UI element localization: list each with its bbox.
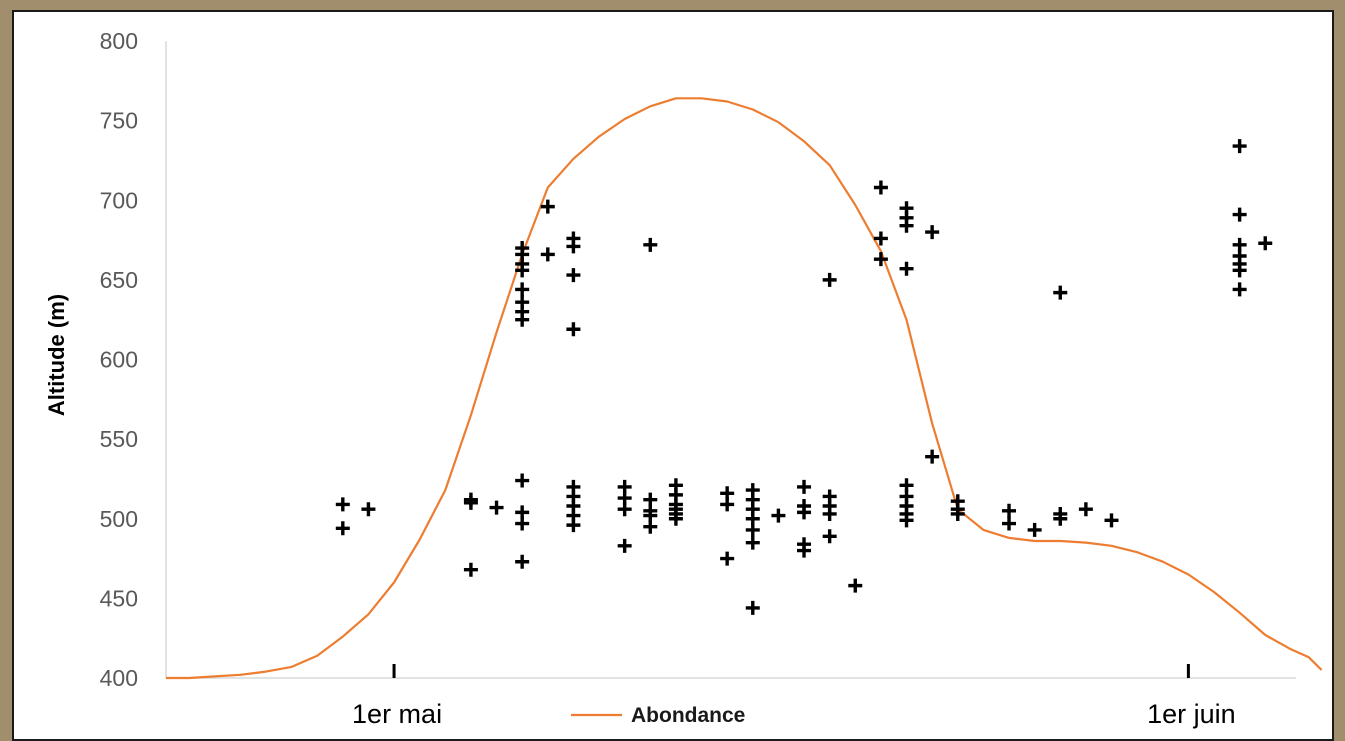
data-point-marker: [463, 562, 478, 577]
data-point-marker: [745, 535, 760, 550]
data-point-marker: [566, 518, 581, 533]
data-point-marker: [1053, 511, 1068, 526]
data-point-marker: [566, 268, 581, 283]
y-axis-title: Altitude (m): [44, 294, 69, 416]
data-point-marker: [720, 497, 735, 512]
y-tick-label: 450: [100, 585, 138, 611]
data-point-marker: [873, 180, 888, 195]
data-point-marker: [925, 449, 940, 464]
data-point-marker: [566, 322, 581, 337]
data-point-marker: [1232, 263, 1247, 278]
data-point-marker: [1053, 285, 1068, 300]
data-point-marker: [1232, 207, 1247, 222]
data-point-marker: [822, 506, 837, 521]
y-tick-label: 650: [100, 267, 138, 293]
data-point-marker: [463, 492, 478, 507]
data-point-marker: [1002, 516, 1017, 531]
data-point-marker: [1027, 522, 1042, 537]
abondance-line: [166, 97, 1323, 680]
legend-label-abondance: Abondance: [631, 704, 745, 727]
legend: Abondance: [571, 704, 745, 727]
data-point-marker: [617, 538, 632, 553]
data-point-marker: [873, 231, 888, 246]
data-point-marker: [643, 519, 658, 534]
data-point-marker: [899, 261, 914, 276]
data-point-marker: [899, 218, 914, 233]
data-point-marker: [1232, 282, 1247, 297]
data-point-marker: [745, 600, 760, 615]
data-point-marker: [1232, 139, 1247, 154]
x-tick-label: 1er juin: [1147, 699, 1236, 729]
data-point-marker: [515, 516, 530, 531]
y-tick-label: 400: [100, 665, 138, 691]
data-point-marker: [822, 272, 837, 287]
data-point-marker: [797, 505, 812, 520]
plot-area: [166, 97, 1323, 680]
data-point-marker: [515, 312, 530, 327]
data-point-marker: [797, 543, 812, 558]
data-point-marker: [489, 500, 504, 515]
data-point-marker: [1104, 513, 1119, 528]
data-point-marker: [797, 479, 812, 494]
data-point-marker: [1002, 503, 1017, 518]
data-point-marker: [540, 199, 555, 214]
data-point-marker: [950, 506, 965, 521]
y-tick-label: 700: [100, 187, 138, 213]
data-point-marker: [771, 508, 786, 523]
data-point-marker: [515, 473, 530, 488]
chart-frame: 400 450 500 550 600 650 700 750 800 1er mai 1er j…: [12, 10, 1334, 741]
data-point-marker: [720, 551, 735, 566]
data-point-marker: [848, 578, 863, 593]
data-point-marker: [1078, 502, 1093, 517]
y-tick-label: 550: [100, 426, 138, 452]
data-point-marker: [925, 225, 940, 240]
data-point-marker: [668, 511, 683, 526]
data-point-marker: [335, 497, 350, 512]
y-axis: 400 450 500 550 600 650 700 750 800: [100, 28, 167, 691]
data-point-marker: [745, 522, 760, 537]
x-tick-label: 1er mai: [352, 699, 442, 729]
data-point-marker: [515, 554, 530, 569]
data-point-marker: [873, 252, 888, 267]
data-point-marker: [540, 247, 555, 262]
y-tick-label: 800: [100, 28, 138, 54]
altitude-chart: 400 450 500 550 600 650 700 750 800 1er mai 1er j…: [44, 28, 1323, 729]
data-point-marker: [515, 282, 530, 297]
y-tick-label: 750: [100, 108, 138, 134]
data-point-marker: [361, 502, 376, 517]
y-tick-label: 600: [100, 347, 138, 373]
data-point-marker: [899, 513, 914, 528]
data-point-marker: [617, 502, 632, 517]
data-point-marker: [822, 529, 837, 544]
data-point-marker: [566, 239, 581, 254]
data-point-marker: [515, 263, 530, 278]
x-axis: 1er mai 1er juin: [166, 664, 1296, 729]
data-point-marker: [1258, 236, 1273, 251]
data-point-marker: [643, 237, 658, 252]
data-point-marker: [335, 521, 350, 536]
y-tick-label: 500: [100, 506, 138, 532]
